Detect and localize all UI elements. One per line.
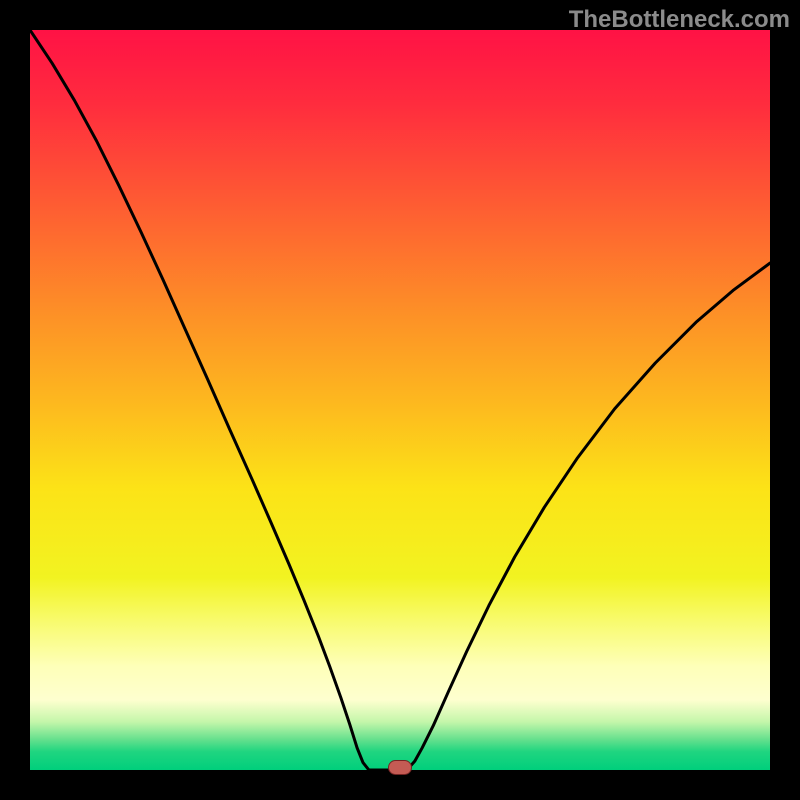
curve-minimum-marker bbox=[388, 760, 412, 775]
watermark-text: TheBottleneck.com bbox=[569, 6, 790, 34]
bottleneck-curve bbox=[30, 30, 770, 770]
plot-svg bbox=[30, 30, 770, 770]
chart-frame: TheBottleneck.com bbox=[0, 0, 800, 800]
plot-area bbox=[30, 30, 770, 770]
